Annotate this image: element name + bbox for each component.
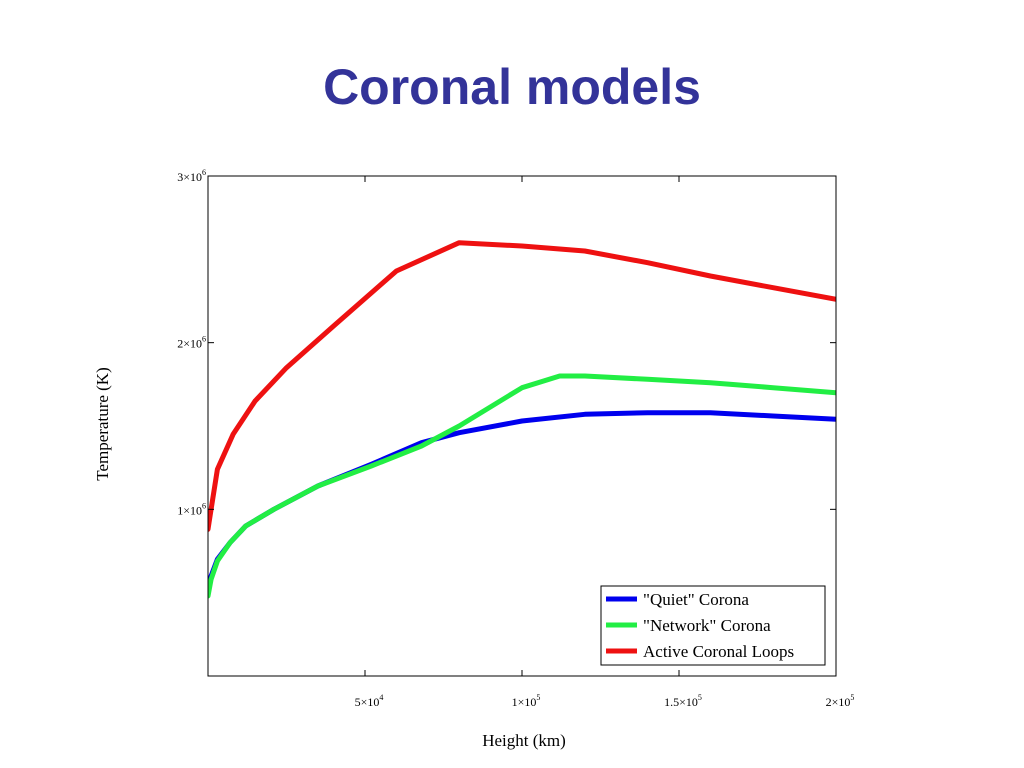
legend-label-1: "Network" Corona [643,616,771,635]
slide-title: Coronal models [323,59,701,115]
x-tick-label-2: 1.5×105 [664,693,702,709]
legend-label-0: "Quiet" Corona [643,590,749,609]
x-tick-label-3: 2×105 [826,693,855,709]
y-tick-label-1: 2×106 [177,335,206,351]
series-layer [208,240,836,599]
legend-label-2: Active Coronal Loops [643,642,794,661]
x-tick-label-1: 1×105 [512,693,541,709]
y-tick-label-2: 3×106 [177,168,206,184]
legend-box [600,585,826,666]
x-tick-label-0: 5×104 [355,693,384,709]
series-line-0 [208,410,836,596]
y-axis-title: Temperature (K) [93,367,112,481]
series-line-2 [208,240,836,532]
ticks-layer: 5×104 1×105 1.5×105 2×105 1×106 2×106 3×106 [177,168,854,709]
legend: "Quiet" Corona "Network" Corona Active Cor… [600,585,826,666]
series-line-1 [208,373,836,599]
y-tick-label-0: 1×106 [177,501,206,517]
x-axis-title: Height (km) [482,731,566,750]
